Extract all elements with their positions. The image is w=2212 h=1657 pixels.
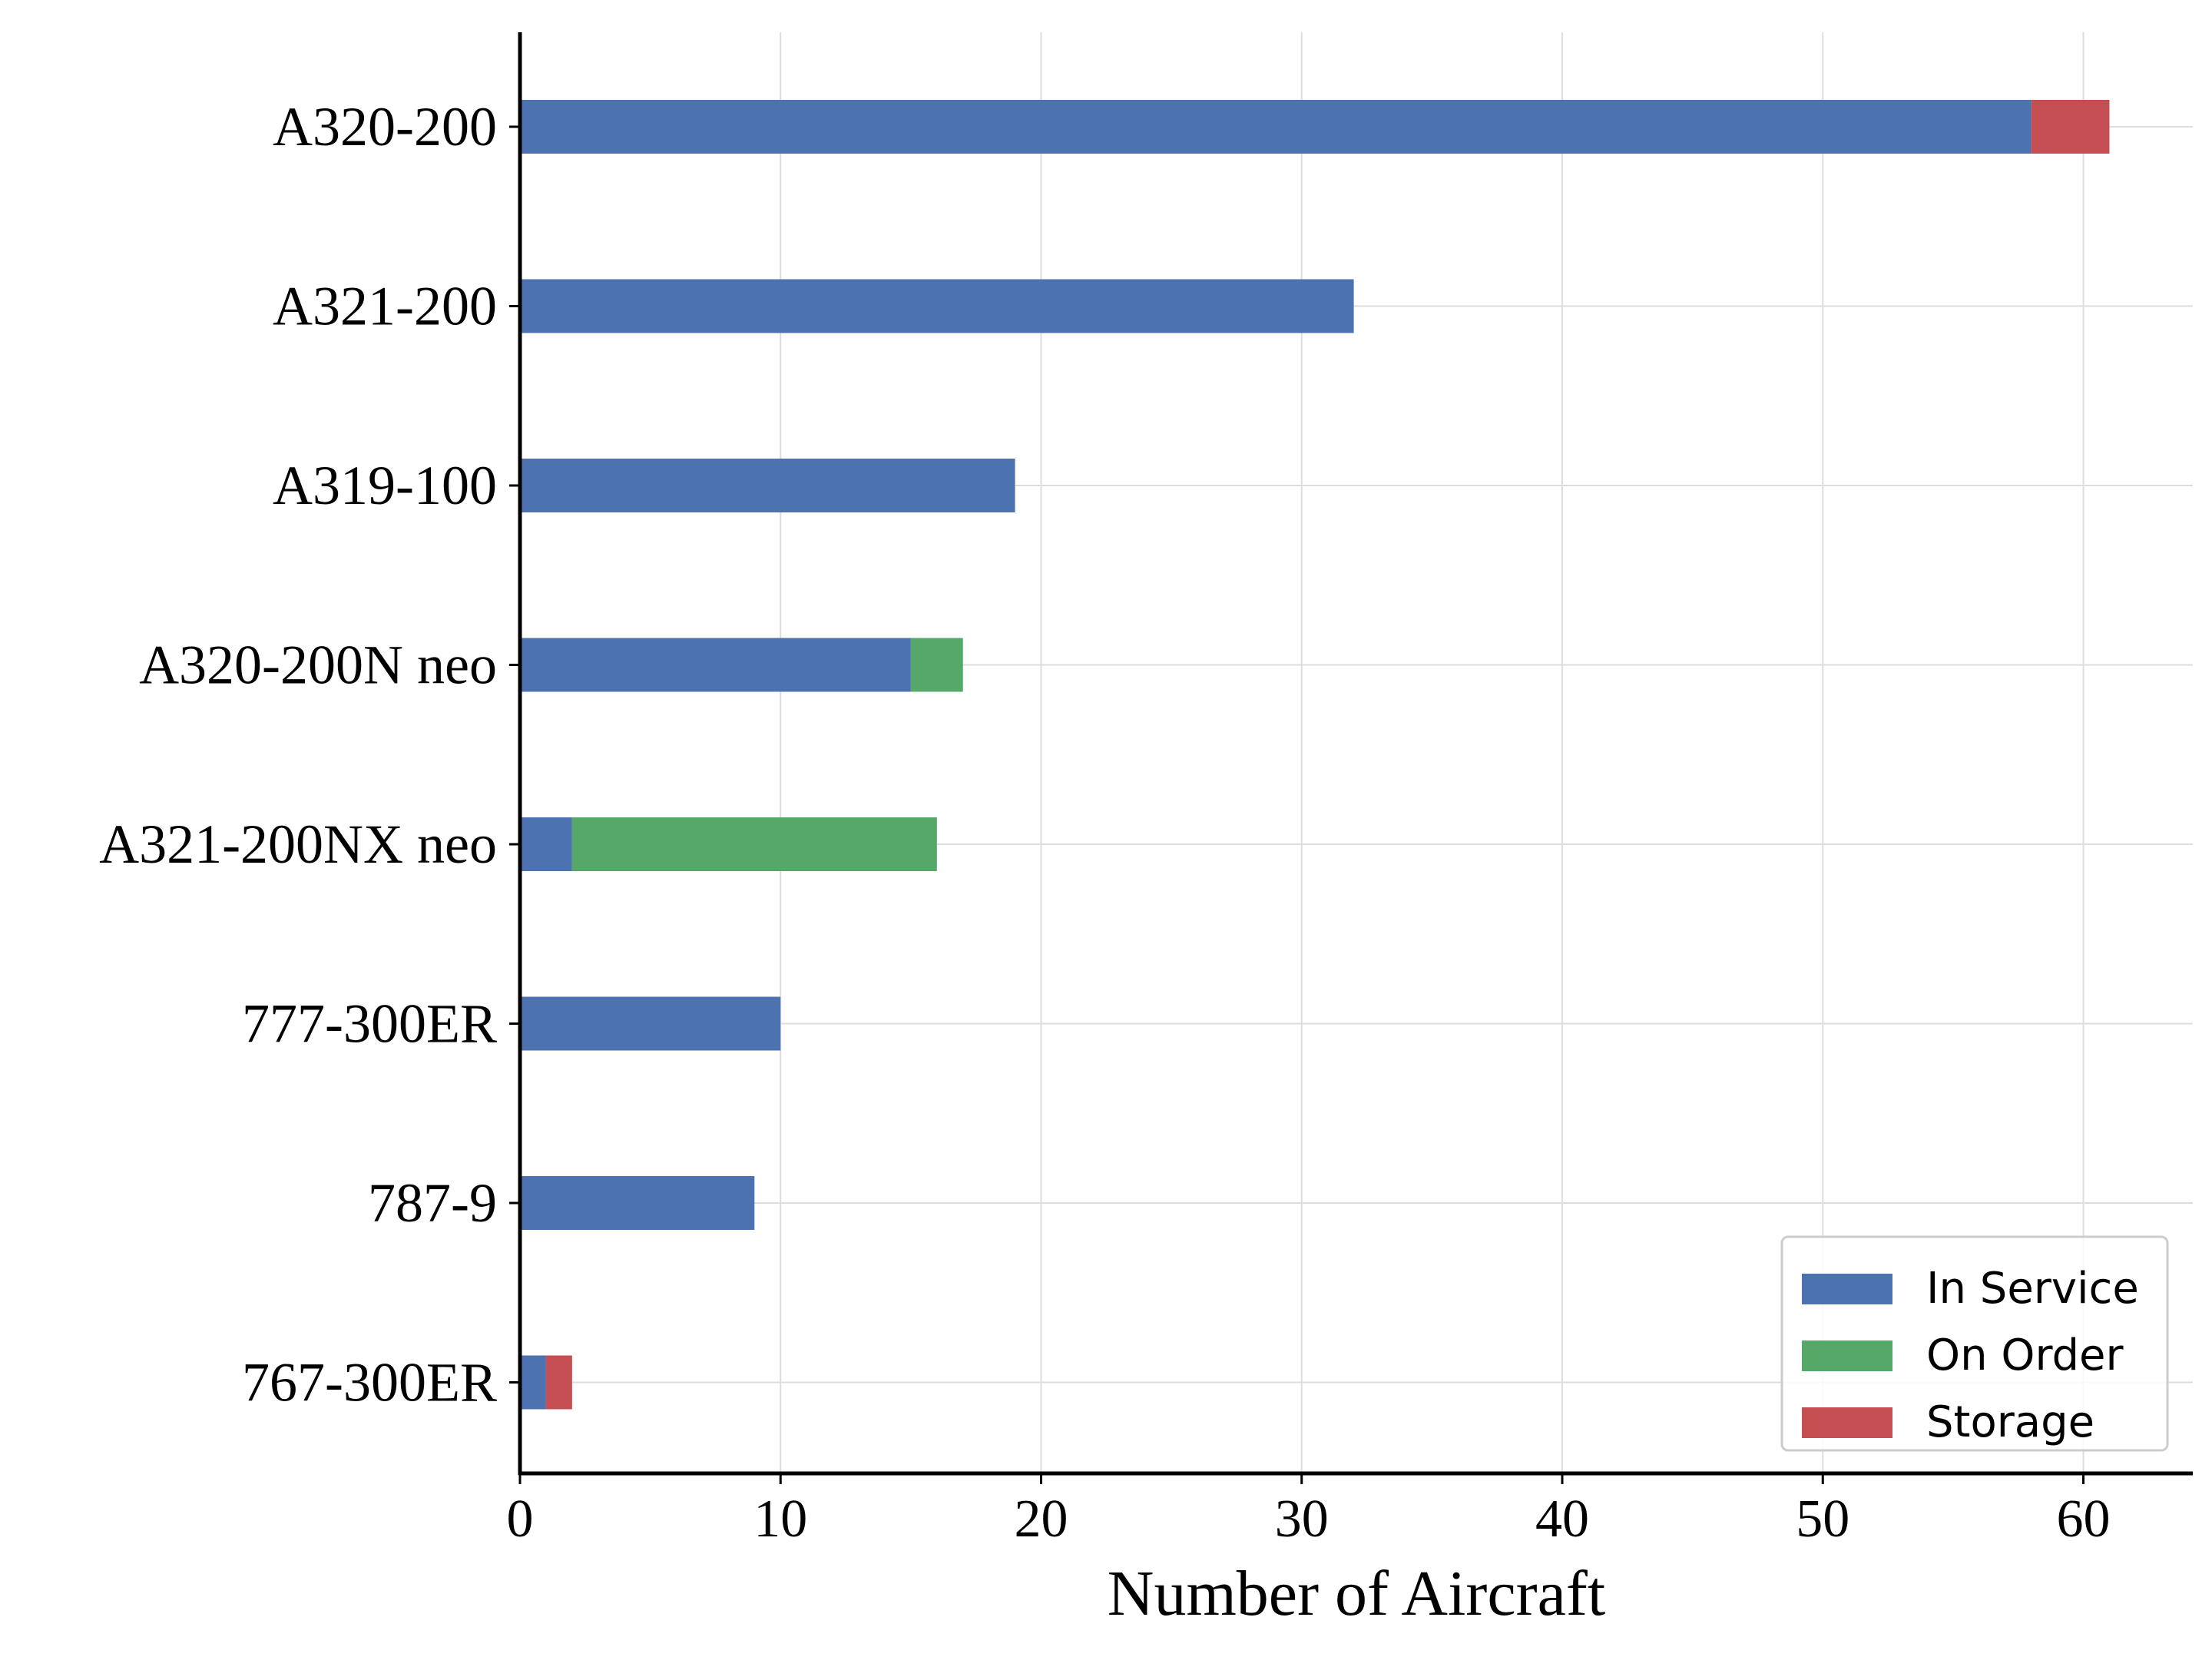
legend-label-on-order: On Order (1926, 1331, 2124, 1380)
y-tick-label: A319-100 (273, 455, 497, 516)
axes (518, 32, 2193, 1476)
bar-storage (545, 1355, 572, 1410)
y-tick-label: 767-300ER (242, 1352, 497, 1413)
y-tick-label: 777-300ER (242, 993, 497, 1055)
x-tick-label: 60 (2057, 1490, 2111, 1549)
bar-in-service (520, 459, 1015, 512)
x-tick-label: 0 (507, 1490, 534, 1549)
bar-in-service (520, 100, 2032, 154)
bar-in-service (520, 1355, 546, 1410)
legend: In Service On Order Storage (1780, 1235, 2169, 1452)
x-axis-title: Number of Aircraft (1108, 1558, 1605, 1629)
y-tick-label: A321-200 (273, 276, 497, 337)
bar-in-service (520, 1176, 755, 1230)
bars (520, 100, 2110, 1410)
bar-on-order (910, 638, 963, 692)
x-tick-label: 50 (1796, 1490, 1849, 1549)
y-tick-label: A320-200N neo (139, 635, 497, 696)
x-tick-label: 40 (1535, 1490, 1589, 1549)
bar-in-service (520, 279, 1354, 333)
bar-storage (2031, 100, 2110, 154)
x-tick-label: 10 (753, 1490, 807, 1549)
legend-label-in-service: In Service (1926, 1264, 2139, 1314)
legend-swatch-in-service (1802, 1274, 1892, 1304)
legend-swatch-storage (1802, 1407, 1892, 1438)
bar-in-service (520, 817, 572, 871)
x-tick-labels: 0 10 20 30 40 50 60 (507, 1473, 2111, 1549)
y-tick-label: 787-9 (368, 1172, 497, 1234)
legend-label-storage: Storage (1926, 1397, 2094, 1447)
x-tick-label: 20 (1015, 1490, 1068, 1549)
y-tick-labels: A320-200 A321-200 A319-100 A320-200N neo A32… (99, 96, 520, 1413)
bar-in-service (520, 996, 781, 1051)
bar-in-service (520, 638, 911, 692)
bar-on-order (571, 817, 937, 871)
y-tick-label: A320-200 (273, 96, 497, 157)
x-tick-label: 30 (1275, 1490, 1329, 1549)
legend-swatch-on-order (1802, 1341, 1892, 1371)
y-tick-label: A321-200NX neo (99, 814, 497, 875)
